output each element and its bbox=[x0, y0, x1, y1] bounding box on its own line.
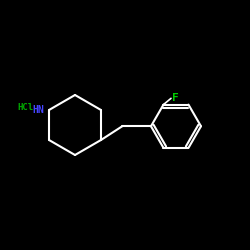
Text: F: F bbox=[172, 93, 179, 103]
Text: HN: HN bbox=[32, 105, 44, 115]
Text: HCl: HCl bbox=[17, 102, 33, 112]
